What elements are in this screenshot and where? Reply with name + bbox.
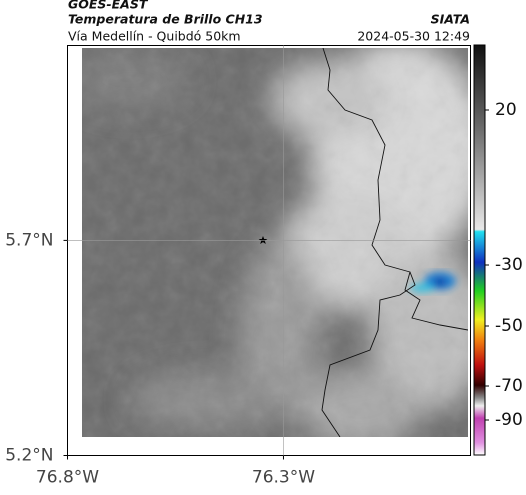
lat-tick-label: 5.2°N (5, 446, 53, 466)
source: SIATA (431, 12, 470, 27)
agency: GOES-EAST (68, 0, 149, 12)
product: Temperatura de Brillo CH13 (68, 12, 263, 27)
lon-tick-label: 76.3°W (252, 468, 315, 488)
map-frame (67, 45, 471, 456)
location: Vía Medellín - Quibdó 50km (68, 29, 241, 44)
colorbar-tick-label: -50 (495, 316, 523, 336)
satellite-image (82, 48, 468, 437)
colorbar-tick-label: -70 (495, 376, 523, 396)
colorbar-tick-label: 20 (495, 100, 517, 120)
colorbar-tick-label: -30 (495, 255, 523, 275)
colorbar (473, 44, 486, 456)
lon-tick-label: 76.8°W (36, 468, 99, 488)
lat-tick-label: 5.7°N (5, 230, 53, 250)
colorbar-tick-label: -90 (495, 410, 523, 430)
timestamp: 2024-05-30 12:49 (357, 29, 470, 44)
